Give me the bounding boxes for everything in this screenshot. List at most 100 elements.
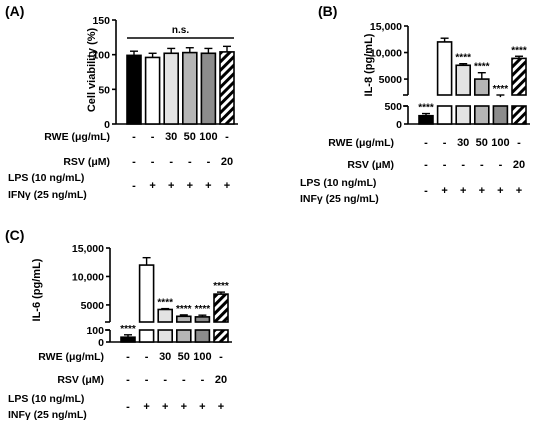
condition-value: - xyxy=(424,137,428,149)
condition-value: + xyxy=(181,401,187,413)
condition-value: 30 xyxy=(159,351,171,363)
y-tick-label: 150 xyxy=(92,15,110,27)
significance-label: **** xyxy=(493,84,509,95)
condition-value: 100 xyxy=(491,137,509,149)
condition-value: + xyxy=(199,401,205,413)
condition-value: + xyxy=(149,180,155,192)
condition-value: - xyxy=(145,351,149,363)
bar xyxy=(511,57,527,96)
bar xyxy=(418,114,434,125)
condition-value: + xyxy=(224,180,230,192)
condition-value: - xyxy=(188,156,192,168)
condition-value: 30 xyxy=(165,131,177,143)
condition-value: - xyxy=(225,131,229,143)
y-tick-label: 15,000 xyxy=(370,21,402,33)
bar xyxy=(163,52,179,125)
bar-lower-segment xyxy=(176,329,192,343)
condition-value: + xyxy=(218,401,224,413)
condition-value: - xyxy=(132,156,136,168)
y-tick-label: 0 xyxy=(98,337,104,349)
condition-value: - xyxy=(126,351,130,363)
significance-label: **** xyxy=(120,324,136,335)
bar xyxy=(176,315,192,323)
y-axis-title: IL-6 (pg/mL) xyxy=(31,258,43,321)
bar-lower-segment xyxy=(436,105,453,125)
condition-label: RWE (μg/mL) xyxy=(328,137,394,149)
bar-lower-segment xyxy=(157,329,173,343)
condition-label: RWE (μg/mL) xyxy=(38,351,104,363)
condition-label-line2: IFNγ (25 ng/mL) xyxy=(8,189,87,201)
condition-value: + xyxy=(479,185,485,197)
significance-label: **** xyxy=(455,53,471,64)
condition-value: 50 xyxy=(184,131,196,143)
bar xyxy=(473,78,490,96)
bar xyxy=(138,264,155,323)
condition-value: - xyxy=(207,156,211,168)
y-tick-label: 5000 xyxy=(81,300,105,312)
condition-value: 20 xyxy=(513,159,525,171)
y-tick-label: 10,000 xyxy=(370,48,402,60)
significance-label: **** xyxy=(474,62,490,73)
condition-label: LPS (10 ng/mL) xyxy=(8,393,84,405)
y-axis-title: Cell viability (%) xyxy=(86,27,98,112)
condition-value: - xyxy=(480,159,484,171)
condition-value: + xyxy=(497,185,503,197)
condition-label: RSV (μM) xyxy=(63,156,110,168)
condition-value: 100 xyxy=(199,131,217,143)
condition-label: LPS (10 ng/mL) xyxy=(8,172,84,184)
bar xyxy=(144,56,161,125)
bar-lower-segment xyxy=(455,105,472,125)
condition-value: + xyxy=(143,401,149,413)
condition-value: - xyxy=(132,131,136,143)
y-tick-label: 500 xyxy=(384,101,402,113)
panel-label: (B) xyxy=(318,3,337,19)
y-tick-label: 5000 xyxy=(379,74,403,86)
condition-value: - xyxy=(132,180,136,192)
significance-label: **** xyxy=(176,304,192,315)
panel-label: (C) xyxy=(5,227,24,243)
condition-label: LPS (10 ng/mL) xyxy=(300,177,376,189)
condition-value: 50 xyxy=(476,137,488,149)
chart-panel-b: (B)IL-8 (pg/mL)0500500010,00015,000*****… xyxy=(300,3,530,205)
bar-lower-segment xyxy=(138,329,155,343)
bar-lower-segment xyxy=(511,105,527,125)
condition-value: - xyxy=(151,156,155,168)
condition-value: - xyxy=(151,131,155,143)
chart-panel-c: (C)IL-6 (pg/mL)0100500010,00015,000*****… xyxy=(5,227,232,421)
bar xyxy=(157,308,173,323)
panel-label: (A) xyxy=(5,3,24,19)
condition-value: + xyxy=(516,185,522,197)
y-tick-label: 100 xyxy=(92,50,110,62)
y-tick-label: 50 xyxy=(98,84,110,96)
significance-label: **** xyxy=(157,298,173,309)
bar xyxy=(120,336,136,343)
bar-lower-segment xyxy=(194,329,211,343)
condition-value: - xyxy=(126,401,130,413)
bar xyxy=(182,51,198,125)
y-tick-label: 0 xyxy=(396,119,402,131)
y-tick-label: 0 xyxy=(104,119,110,131)
condition-value: 20 xyxy=(215,374,227,386)
significance-label: **** xyxy=(511,45,527,56)
condition-label: RWE (μg/mL) xyxy=(44,131,110,143)
condition-value: 30 xyxy=(457,137,469,149)
condition-value: - xyxy=(219,351,223,363)
y-tick-label: 10,000 xyxy=(72,271,104,283)
bar-lower-segment xyxy=(473,105,490,125)
condition-value: + xyxy=(162,401,168,413)
comparison-label: n.s. xyxy=(172,25,189,36)
condition-label: RSV (μM) xyxy=(57,374,104,386)
condition-label-line2: INFγ (25 ng/mL) xyxy=(8,409,87,421)
bar xyxy=(194,316,211,323)
bar xyxy=(455,64,472,96)
condition-value: - xyxy=(201,374,205,386)
condition-value: + xyxy=(168,180,174,192)
condition-value: + xyxy=(187,180,193,192)
bar-lower-segment xyxy=(492,105,509,125)
condition-value: - xyxy=(163,374,167,386)
condition-value: - xyxy=(424,159,428,171)
condition-value: - xyxy=(517,137,521,149)
condition-value: 100 xyxy=(193,351,211,363)
condition-label: RSV (μM) xyxy=(347,159,394,171)
